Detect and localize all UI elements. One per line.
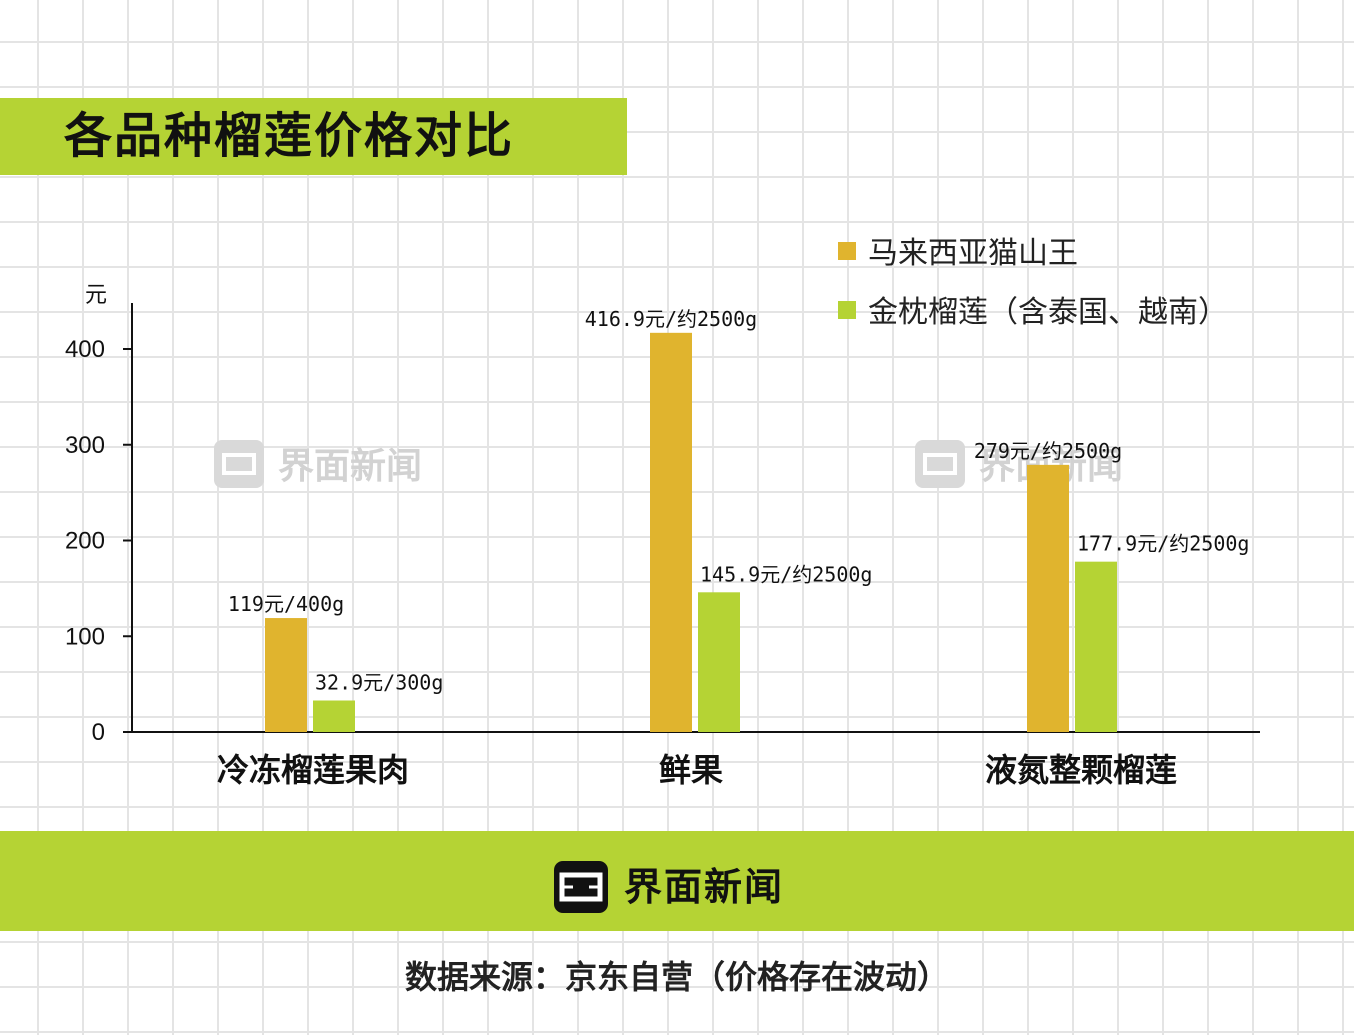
data-label: 32.9元/300g xyxy=(315,670,443,694)
brand-logo-icon xyxy=(554,861,608,913)
data-source: 数据来源：京东自营（价格存在波动） xyxy=(404,958,949,996)
bar xyxy=(1075,561,1117,732)
legend-swatch xyxy=(838,301,856,319)
category-label: 液氮整颗榴莲 xyxy=(985,751,1177,789)
category-label: 鲜果 xyxy=(659,751,723,789)
category-labels: 冷冻榴莲果肉 鲜果 液氮整颗榴莲 xyxy=(217,751,1177,789)
watermark-logo-icon xyxy=(915,440,965,488)
page-title: 各品种榴莲价格对比 xyxy=(64,108,515,164)
data-label: 177.9元/约2500g xyxy=(1077,532,1249,556)
bar xyxy=(1027,464,1069,732)
watermark-left: 界面新闻 xyxy=(214,440,422,488)
y-axis-unit: 元 xyxy=(85,283,107,308)
data-label: 145.9元/约2500g xyxy=(700,562,872,586)
data-label: 279元/约2500g xyxy=(974,439,1122,463)
legend-label: 马来西亚猫山王 xyxy=(868,236,1078,271)
bar xyxy=(698,592,740,732)
data-label: 416.9元/约2500g xyxy=(585,307,757,331)
bar xyxy=(313,700,355,732)
bars xyxy=(265,332,1117,732)
axes: 0 100 200 300 400 元 xyxy=(65,283,1260,746)
footer-banner xyxy=(0,831,1354,931)
y-tick-label: 0 xyxy=(92,719,105,746)
category-label: 冷冻榴莲果肉 xyxy=(217,751,409,789)
y-tick-label: 300 xyxy=(65,432,105,459)
y-tick-label: 400 xyxy=(65,336,105,363)
watermark-logo-icon xyxy=(214,440,264,488)
watermark-text: 界面新闻 xyxy=(278,446,422,487)
y-tick-label: 100 xyxy=(65,623,105,650)
data-label: 119元/400g xyxy=(228,592,344,616)
bar xyxy=(265,618,307,732)
y-tick-label: 200 xyxy=(65,528,105,555)
legend-swatch xyxy=(838,242,856,260)
legend-label: 金枕榴莲（含泰国、越南） xyxy=(868,295,1228,330)
data-labels: 119元/400g 416.9元/约2500g 279元/约2500g 32.9元/3… xyxy=(228,307,1250,695)
footer-brand: 界面新闻 xyxy=(624,865,785,909)
bar xyxy=(650,332,692,732)
title-banner xyxy=(0,98,627,175)
